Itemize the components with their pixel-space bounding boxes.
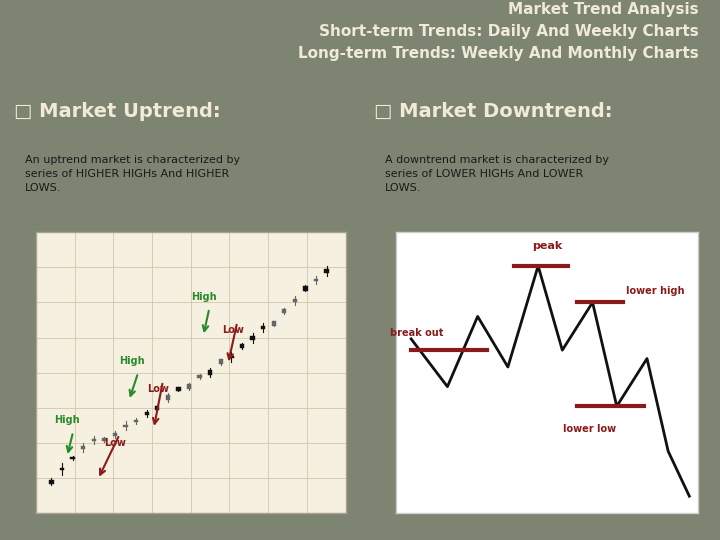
Text: An uptrend market is characterized by
series of HIGHER HIGHs And HIGHER
LOWS.: An uptrend market is characterized by se…	[25, 155, 240, 193]
Text: □ Market Uptrend:: □ Market Uptrend:	[14, 102, 221, 120]
Bar	[176, 387, 181, 392]
Text: Low: Low	[222, 325, 243, 335]
Bar	[229, 355, 233, 358]
Bar	[60, 468, 64, 470]
Text: lower low: lower low	[563, 423, 616, 434]
Bar	[197, 375, 202, 377]
Bar	[49, 480, 54, 484]
Text: break out: break out	[390, 328, 444, 338]
Bar	[71, 457, 75, 459]
Bar	[113, 433, 117, 436]
Bar	[123, 425, 127, 427]
Bar	[134, 420, 138, 422]
Text: High: High	[191, 292, 217, 302]
Bar	[219, 360, 223, 365]
Text: High: High	[120, 356, 145, 366]
Bar	[314, 279, 318, 281]
Bar	[261, 326, 265, 329]
Bar	[166, 395, 170, 400]
Bar	[282, 309, 287, 313]
Text: Market Trend Analysis
Short-term Trends: Daily And Weekly Charts
Long-term Trend: Market Trend Analysis Short-term Trends:…	[297, 2, 698, 62]
Bar	[91, 439, 96, 441]
Bar	[208, 370, 212, 375]
Bar	[145, 412, 149, 415]
Bar	[187, 384, 192, 389]
Bar	[155, 406, 159, 410]
Text: A downtrend market is characterized by
series of LOWER HIGHs And LOWER
LOWS.: A downtrend market is characterized by s…	[385, 155, 609, 193]
Bar	[102, 438, 107, 441]
Text: □ Market Downtrend:: □ Market Downtrend:	[374, 102, 613, 120]
Bar	[293, 299, 297, 302]
Text: Low: Low	[148, 384, 169, 394]
Bar	[240, 344, 244, 348]
Bar	[303, 286, 307, 291]
Text: High: High	[55, 415, 80, 425]
Bar	[81, 446, 86, 449]
Text: lower high: lower high	[626, 286, 684, 296]
Text: Low: Low	[104, 437, 126, 448]
Bar	[271, 321, 276, 326]
Bar	[251, 336, 255, 340]
Bar	[325, 269, 329, 273]
Text: peak: peak	[532, 241, 562, 251]
